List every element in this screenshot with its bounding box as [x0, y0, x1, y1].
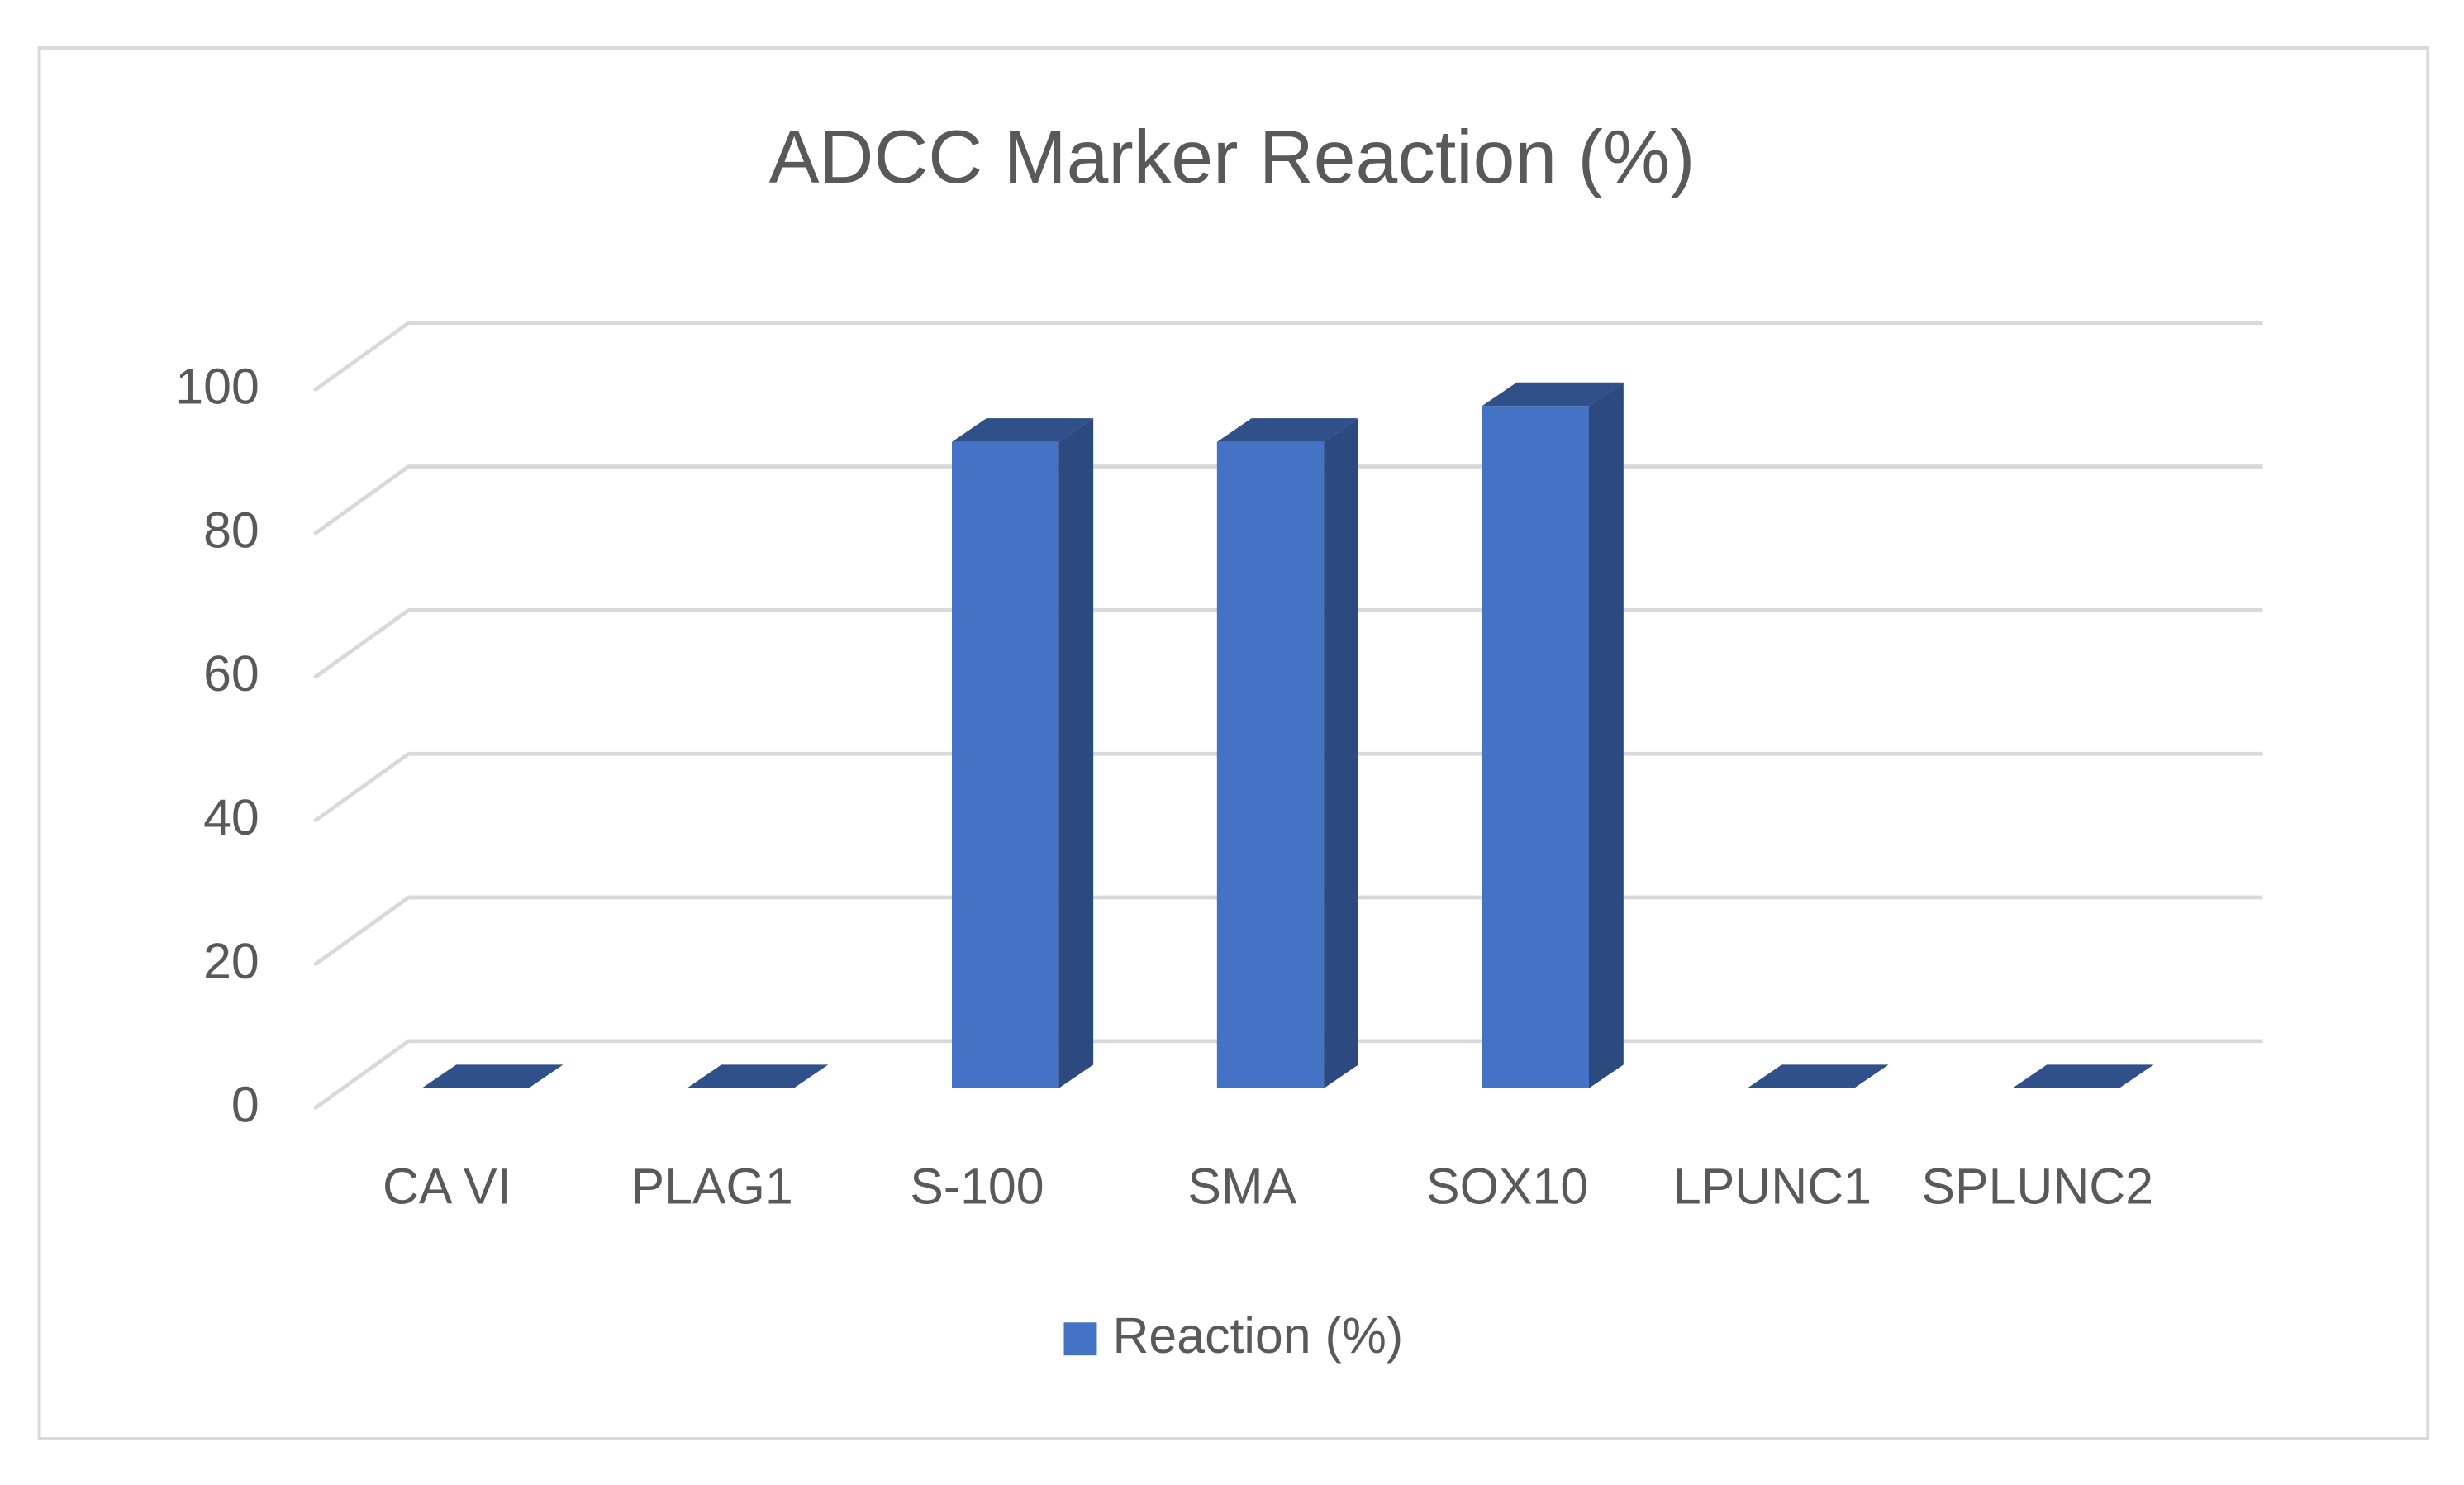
bar-top	[421, 1064, 564, 1088]
bar-front	[1482, 406, 1589, 1088]
grid-line	[312, 607, 2263, 680]
x-tick-label: PLAG1	[631, 1159, 793, 1215]
bar	[1482, 382, 1624, 1088]
bar-side	[1324, 418, 1358, 1088]
bar-side	[1058, 418, 1094, 1088]
bar	[952, 418, 1094, 1088]
grid-line	[312, 321, 2263, 393]
legend-label: Reaction (%)	[1112, 1307, 1403, 1364]
bar-top	[1216, 418, 1358, 442]
bar-front	[1216, 441, 1325, 1088]
bar	[1747, 1064, 1889, 1088]
y-tick-label: 0	[231, 1077, 259, 1133]
grid-line	[312, 464, 2263, 536]
bar-top	[687, 1064, 829, 1088]
bar	[421, 1064, 564, 1088]
x-tick-label: S-100	[910, 1159, 1044, 1215]
bar-front	[952, 441, 1059, 1088]
y-tick-label: 80	[203, 502, 259, 558]
y-tick-label: 20	[203, 933, 259, 989]
bar	[1216, 418, 1358, 1088]
grid-line	[312, 1039, 2263, 1111]
x-tick-label: SPLUNC2	[1921, 1159, 2153, 1215]
x-tick-label: SOX10	[1426, 1159, 1588, 1215]
grid-line	[312, 751, 2263, 823]
bar	[687, 1064, 829, 1088]
bar	[2012, 1064, 2154, 1088]
x-tick-label: LPUNC1	[1673, 1159, 1872, 1215]
grid-line	[312, 895, 2263, 967]
bar-top	[1482, 382, 1624, 407]
x-tick-label: SMA	[1187, 1159, 1296, 1215]
bar-top	[1747, 1064, 1889, 1088]
y-tick-label: 100	[175, 359, 259, 415]
y-tick-label: 60	[203, 645, 259, 702]
legend-swatch	[1063, 1322, 1097, 1356]
x-tick-label: CA VI	[383, 1159, 511, 1215]
bar-side	[1588, 382, 1624, 1088]
chart-title: ADCC Marker Reaction (%)	[769, 115, 1696, 199]
y-tick-label: 40	[203, 789, 259, 845]
bar-top	[2012, 1064, 2154, 1088]
bar-top	[952, 418, 1094, 442]
